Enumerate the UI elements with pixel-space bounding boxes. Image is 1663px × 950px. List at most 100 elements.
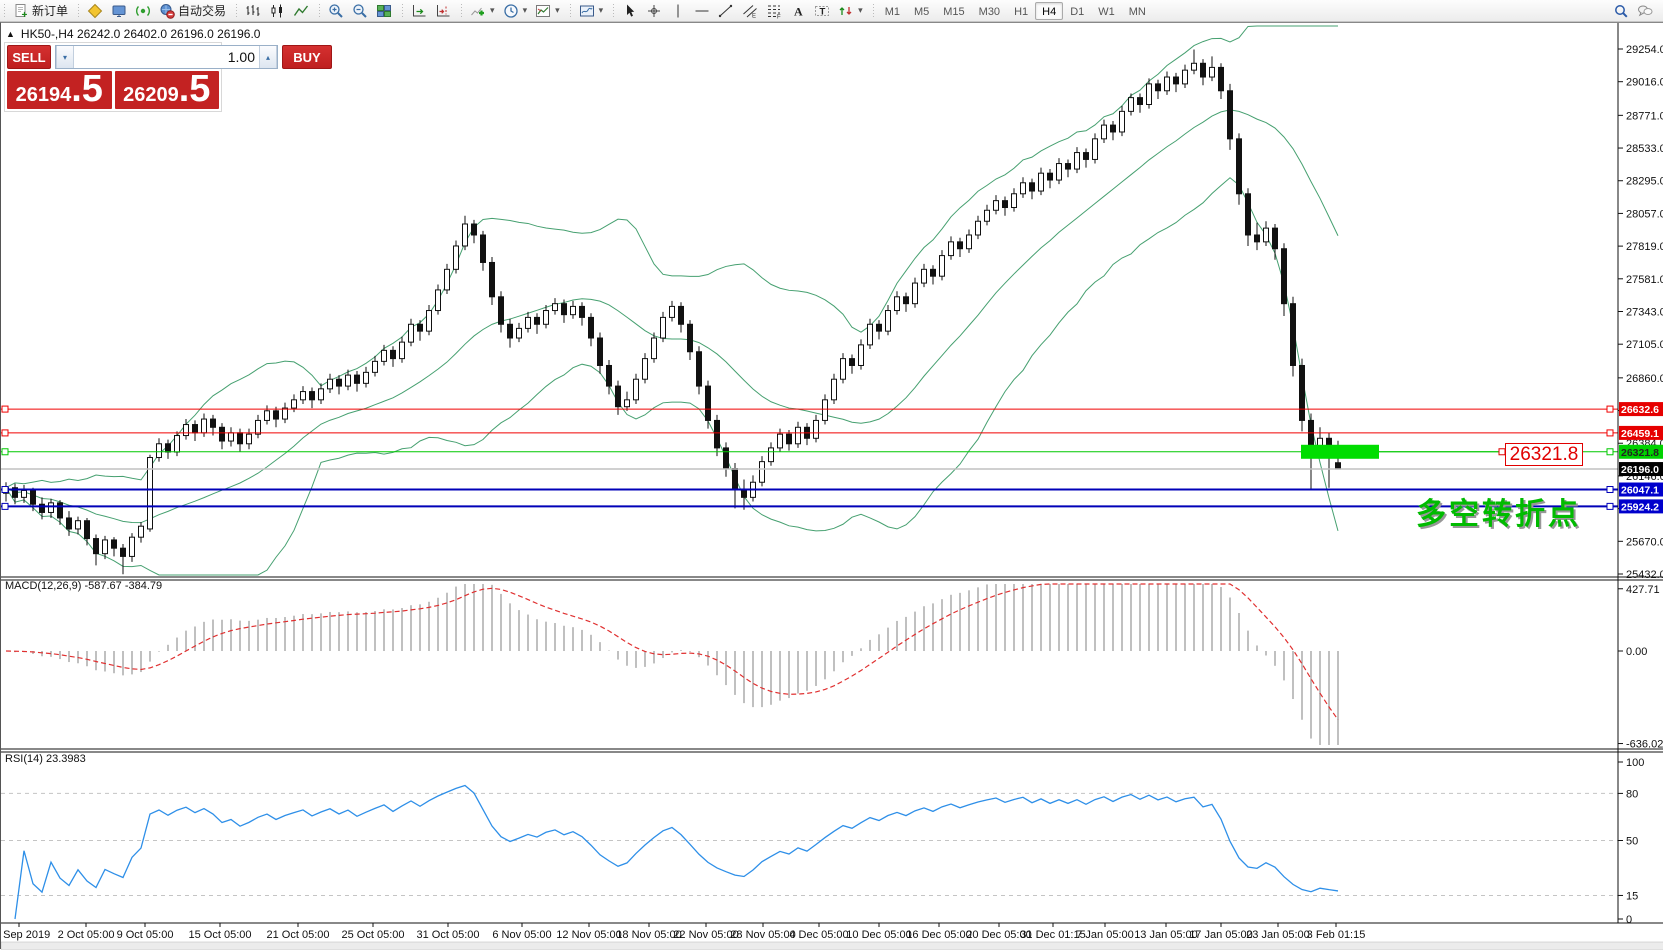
bull-candle [444, 268, 450, 291]
bear-candle [876, 323, 882, 332]
candlestick-button[interactable] [265, 1, 289, 21]
toolbar-group [315, 0, 398, 22]
channel-button[interactable]: E [738, 1, 762, 21]
cursor-button[interactable] [618, 1, 642, 21]
periods-button[interactable]: ▾ [499, 1, 532, 21]
line-handle[interactable] [1606, 448, 1614, 456]
chat-button[interactable] [1633, 1, 1657, 21]
line-handle[interactable] [1606, 502, 1614, 510]
zoom-out-button[interactable] [348, 1, 372, 21]
toolbar: + 新订单 自动交易 ▾ ▾ ▾ ▾ E F A T ▾ M1 M5 M15 M30 H1 H4 D1 W1 MN [0, 0, 1663, 22]
crosshair-button[interactable] [642, 1, 666, 21]
bear-candle [93, 538, 99, 555]
chevron-down-icon[interactable]: ▾ [598, 5, 604, 15]
buy-price[interactable]: 26209 .5 [114, 70, 219, 109]
sell-button[interactable]: SELL [7, 45, 51, 69]
bear-candle [723, 447, 729, 470]
line-handle[interactable] [1606, 486, 1614, 494]
vertical-line-button[interactable] [666, 1, 690, 21]
tile-windows-button[interactable] [372, 1, 396, 21]
price-line-label[interactable] [1619, 402, 1663, 417]
bull-candle [1101, 124, 1107, 140]
timeframe-button-m5[interactable]: M5 [913, 5, 930, 18]
line-handle[interactable] [1, 405, 9, 413]
price-line-label[interactable] [1619, 444, 1663, 459]
timeframe-button-m30[interactable]: M30 [978, 5, 1001, 18]
highlight-zone[interactable] [1301, 444, 1379, 459]
volume-down-button[interactable]: ▾ [56, 46, 74, 68]
chevron-down-icon[interactable]: ▾ [490, 5, 495, 15]
line-handle[interactable] [1606, 405, 1614, 413]
chevron-down-icon[interactable]: ▾ [555, 5, 560, 15]
volume-input[interactable] [74, 46, 259, 68]
market-watch-button[interactable] [107, 1, 131, 21]
x-axis-label: 6 Nov 05:00 [492, 929, 551, 941]
autotrading-button[interactable]: 自动交易 [155, 1, 230, 21]
line-chart-button[interactable] [289, 1, 313, 21]
bear-candle [1110, 124, 1116, 133]
chevron-down-icon[interactable]: ▾ [858, 5, 863, 15]
collapse-arrow-icon[interactable]: ▲ [6, 29, 15, 39]
fibonacci-button[interactable]: F [762, 1, 786, 21]
new-order-button[interactable]: + 新订单 [9, 1, 72, 21]
price-line-label[interactable] [1619, 425, 1663, 440]
bull-candle [1074, 152, 1080, 170]
text-button[interactable]: A [786, 1, 810, 21]
bull-candle [669, 305, 675, 318]
timeframe-button-m1[interactable]: M1 [884, 5, 900, 18]
bear-candle [30, 489, 36, 505]
bull-candle [1263, 227, 1269, 243]
one-click-trading-panel: SELL ▾ ▴ BUY 26194 .5 26209 .5 [4, 42, 332, 112]
indicators-button[interactable]: ▾ [466, 1, 499, 21]
svg-text:F: F [777, 14, 781, 19]
bull-candle [624, 399, 630, 408]
arrows-button[interactable]: ▾ [834, 1, 867, 21]
templates-button[interactable]: ▾ [531, 1, 564, 21]
timeframe-button-m15[interactable]: M15 [943, 5, 965, 18]
chart-annotation-text[interactable]: 多空转折点 [1416, 498, 1581, 531]
line-handle[interactable] [1, 486, 9, 494]
trendline-button[interactable] [714, 1, 738, 21]
price-line-label[interactable] [1619, 499, 1663, 514]
price-chart[interactable]: 29254.0 29016.0 28771.0 28533.0 28295.0 28057… [1, 23, 1663, 950]
bear-candle [561, 303, 567, 316]
bear-candle [957, 241, 963, 250]
current-price-label[interactable] [1619, 462, 1663, 477]
price-callout-tag[interactable]: 26321.8 [1505, 443, 1583, 466]
timeframe-button-w1[interactable]: W1 [1098, 5, 1115, 18]
svg-text:+: + [22, 10, 28, 19]
chart-window-button[interactable] [83, 1, 107, 21]
bear-candle [273, 410, 279, 420]
chart-window[interactable]: 29254.0 29016.0 28771.0 28533.0 28295.0 28057… [0, 22, 1663, 950]
auto-scroll-button[interactable] [407, 1, 431, 21]
x-axis-label: 21 Oct 05:00 [267, 929, 330, 941]
bull-candle [48, 502, 54, 513]
rsi-line [14, 784, 1339, 920]
timeframe-button-d1[interactable]: D1 [1070, 5, 1085, 18]
price-line-label[interactable] [1619, 482, 1663, 497]
macd-axis-label: 427.71 [1626, 584, 1660, 596]
timeframe-button-h1[interactable]: H1 [1014, 5, 1029, 18]
horizontal-line-button[interactable] [690, 1, 714, 21]
bar-chart-button[interactable] [241, 1, 265, 21]
timeframe-button-h4[interactable]: H4 [1035, 1, 1064, 20]
bull-candle [174, 435, 180, 453]
signals-button[interactable] [131, 1, 155, 21]
volume-up-button[interactable]: ▴ [259, 46, 277, 68]
sell-price[interactable]: 26194 .5 [7, 70, 112, 109]
bear-candle [336, 378, 342, 387]
line-handle[interactable] [1, 429, 9, 437]
text-label-button[interactable]: T [810, 1, 834, 21]
bull-candle [651, 337, 657, 360]
line-handle[interactable] [1, 502, 9, 510]
chevron-down-icon[interactable]: ▾ [522, 5, 528, 15]
buy-button[interactable]: BUY [282, 45, 332, 69]
line-handle[interactable] [1, 448, 9, 456]
line-handle[interactable] [1606, 429, 1614, 437]
chart-profile-button[interactable]: ▾ [575, 1, 608, 21]
vertical-line-icon [670, 3, 686, 19]
search-button[interactable] [1609, 1, 1633, 21]
zoom-in-button[interactable] [324, 1, 348, 21]
chart-shift-button[interactable] [431, 1, 455, 21]
timeframe-button-mn[interactable]: MN [1128, 5, 1146, 18]
